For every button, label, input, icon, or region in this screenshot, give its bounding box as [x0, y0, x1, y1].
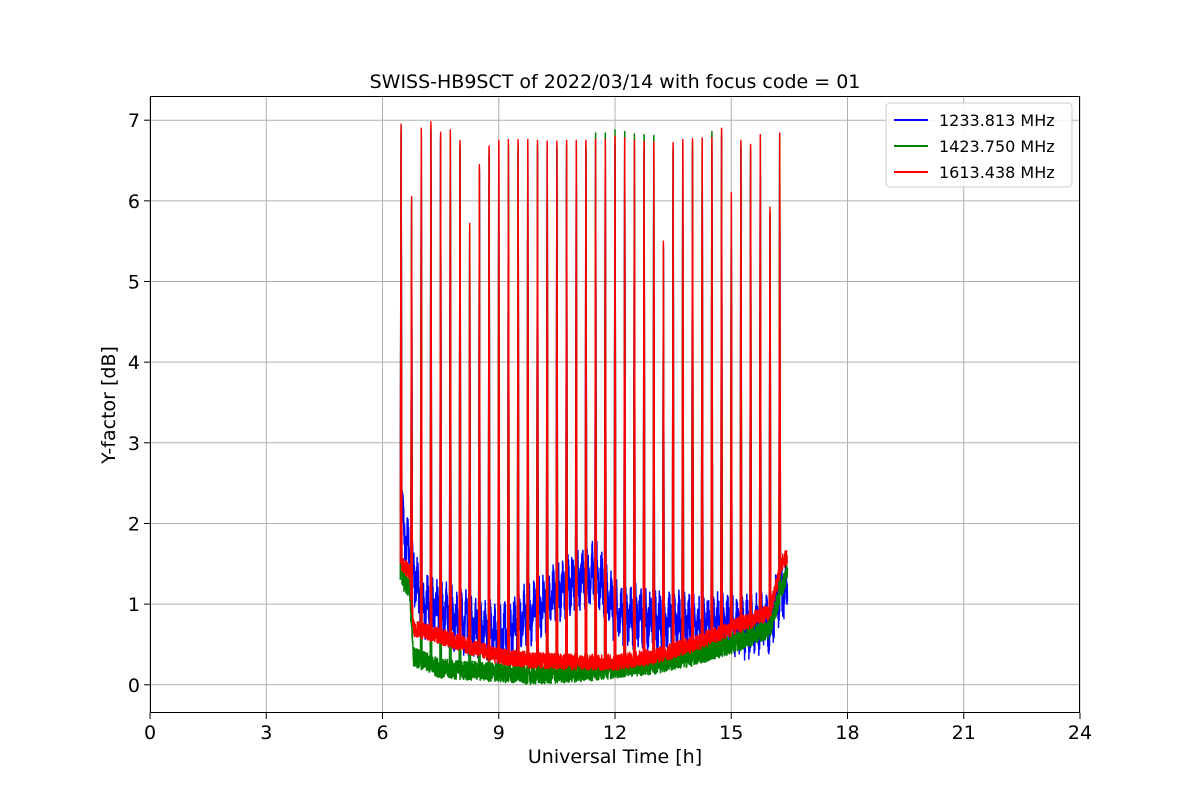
y-tick-label: 1 [128, 594, 140, 616]
x-tick-label: 0 [144, 722, 156, 744]
y-axis-label: Y-factor [dB] [98, 346, 120, 465]
legend: 1233.813 MHz 1423.750 MHz 1613.438 MHz [885, 102, 1073, 188]
series-line [399, 121, 789, 672]
x-axis-ticks: 0 3 6 9 12 15 18 21 24 [144, 713, 1092, 744]
y-tick-label: 0 [128, 675, 140, 697]
plot-area [399, 121, 789, 685]
y-tick-label: 3 [128, 433, 140, 455]
legend-box [885, 102, 1073, 188]
series-line [399, 129, 789, 668]
x-axis-label: Universal Time [h] [528, 746, 702, 768]
y-tick-label: 7 [128, 110, 140, 132]
y-tick-label: 6 [128, 191, 140, 213]
y-axis-ticks: 0 1 2 3 4 5 6 7 [128, 110, 150, 697]
legend-label: 1613.438 MHz [939, 163, 1055, 182]
y-tick-label: 5 [128, 272, 140, 294]
x-tick-label: 9 [493, 722, 505, 744]
x-tick-label: 3 [260, 722, 272, 744]
legend-label: 1233.813 MHz [939, 111, 1055, 130]
x-tick-label: 21 [952, 722, 976, 744]
chart-title: SWISS-HB9SCT of 2022/03/14 with focus co… [370, 71, 861, 93]
x-tick-label: 12 [603, 722, 627, 744]
y-tick-label: 2 [128, 513, 140, 535]
y-tick-label: 4 [128, 352, 140, 374]
x-tick-label: 24 [1068, 722, 1092, 744]
x-tick-label: 18 [835, 722, 859, 744]
x-tick-label: 6 [376, 722, 388, 744]
legend-label: 1423.750 MHz [939, 137, 1055, 156]
axes-frame [150, 96, 1080, 713]
x-tick-label: 15 [719, 722, 743, 744]
